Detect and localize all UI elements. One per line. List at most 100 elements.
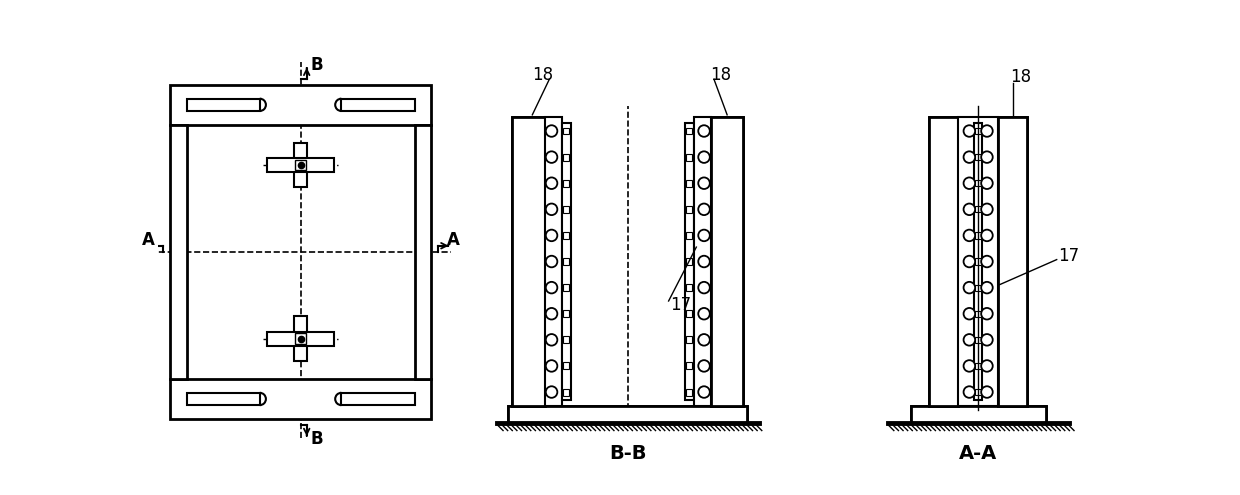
Bar	[686, 206, 692, 213]
Circle shape	[981, 308, 993, 319]
Bar	[562, 123, 570, 400]
Bar	[512, 117, 544, 406]
Circle shape	[698, 125, 709, 137]
Bar	[686, 232, 692, 239]
Circle shape	[963, 177, 975, 189]
Circle shape	[981, 177, 993, 189]
Bar	[975, 128, 981, 134]
Bar	[686, 284, 692, 291]
Text: B-B: B-B	[609, 445, 646, 463]
Bar	[563, 389, 569, 396]
Circle shape	[546, 125, 557, 137]
Bar	[975, 337, 981, 343]
Circle shape	[698, 203, 709, 215]
Bar	[414, 125, 432, 379]
Bar	[563, 362, 569, 369]
Bar	[998, 117, 1028, 406]
Circle shape	[963, 256, 975, 267]
Bar	[186, 393, 259, 405]
Bar	[975, 154, 981, 160]
Circle shape	[981, 230, 993, 241]
Circle shape	[546, 282, 557, 294]
Bar	[975, 258, 981, 265]
Bar	[563, 180, 569, 187]
Circle shape	[546, 256, 557, 267]
Bar	[686, 389, 692, 396]
Bar	[563, 153, 569, 160]
Bar	[544, 117, 562, 406]
Text: 17: 17	[1058, 247, 1079, 265]
Bar	[686, 180, 692, 187]
Circle shape	[963, 151, 975, 163]
Bar	[295, 334, 306, 344]
Circle shape	[546, 203, 557, 215]
Bar	[170, 379, 432, 419]
Bar	[975, 285, 981, 291]
Bar	[512, 117, 544, 406]
Bar	[686, 362, 692, 369]
Text: B: B	[310, 56, 324, 74]
Bar	[267, 158, 335, 172]
Circle shape	[698, 360, 709, 372]
Circle shape	[546, 151, 557, 163]
Bar	[295, 159, 306, 170]
Bar	[998, 117, 1028, 406]
Circle shape	[698, 177, 709, 189]
Bar	[508, 406, 748, 423]
Bar	[686, 310, 692, 317]
Circle shape	[546, 177, 557, 189]
Bar	[563, 258, 569, 265]
Circle shape	[546, 386, 557, 398]
Circle shape	[546, 360, 557, 372]
Bar	[975, 206, 981, 212]
Text: 18: 18	[1009, 68, 1032, 86]
Circle shape	[981, 360, 993, 372]
Text: A: A	[141, 231, 155, 248]
Bar	[686, 258, 692, 265]
Bar	[563, 337, 569, 344]
Circle shape	[698, 282, 709, 294]
Bar	[186, 99, 259, 111]
Circle shape	[981, 203, 993, 215]
Bar	[975, 232, 981, 239]
Bar	[929, 117, 959, 406]
Circle shape	[698, 308, 709, 319]
Bar	[508, 406, 748, 423]
Bar	[563, 232, 569, 239]
Bar	[910, 406, 1045, 423]
Circle shape	[963, 282, 975, 294]
Circle shape	[963, 308, 975, 319]
Bar	[684, 123, 694, 400]
Text: 18: 18	[532, 66, 554, 84]
Circle shape	[698, 256, 709, 267]
Bar	[694, 117, 711, 406]
Circle shape	[963, 203, 975, 215]
Bar	[686, 337, 692, 344]
Circle shape	[546, 334, 557, 346]
Bar	[170, 85, 432, 125]
Bar	[170, 125, 186, 379]
Bar	[711, 117, 743, 406]
Bar	[910, 406, 1045, 423]
Circle shape	[963, 386, 975, 398]
Circle shape	[963, 230, 975, 241]
Bar	[975, 123, 982, 400]
Bar	[975, 389, 981, 395]
Bar	[711, 117, 743, 406]
Bar	[686, 153, 692, 160]
Circle shape	[698, 386, 709, 398]
Text: A-A: A-A	[959, 445, 997, 463]
Bar	[975, 311, 981, 317]
Bar	[563, 206, 569, 213]
Circle shape	[546, 308, 557, 319]
Circle shape	[546, 230, 557, 241]
Circle shape	[981, 151, 993, 163]
Bar	[959, 117, 998, 406]
Circle shape	[981, 334, 993, 346]
Circle shape	[698, 230, 709, 241]
Bar	[563, 310, 569, 317]
Text: B: B	[310, 430, 324, 448]
Bar	[929, 117, 959, 406]
Circle shape	[963, 360, 975, 372]
Bar	[267, 332, 335, 346]
